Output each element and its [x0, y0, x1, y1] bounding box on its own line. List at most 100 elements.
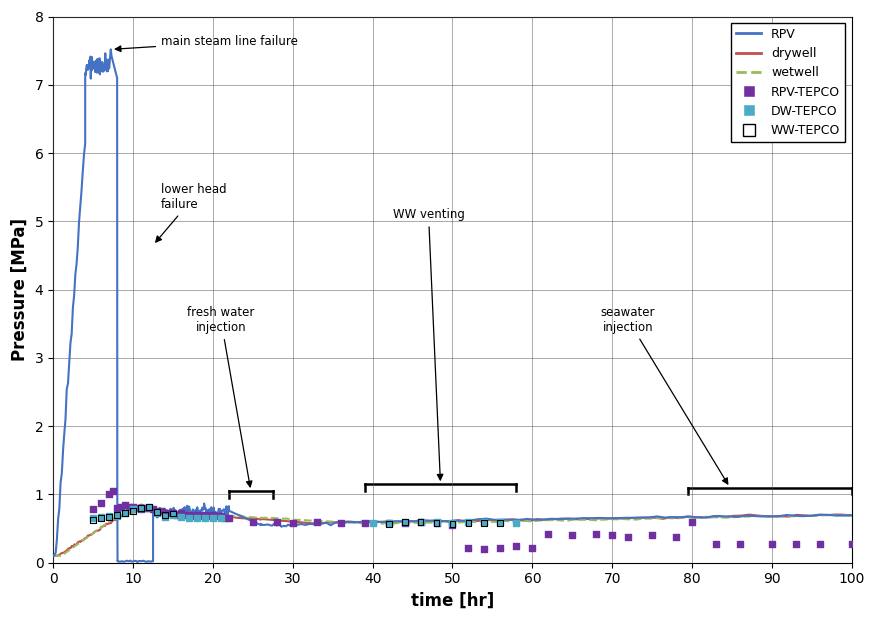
Point [154, 507, 168, 517]
Point [590, 529, 604, 539]
Point [477, 544, 491, 554]
Point [526, 543, 540, 553]
Point [158, 512, 172, 522]
Point [270, 517, 284, 527]
Point [162, 509, 176, 519]
Point [541, 529, 555, 539]
Point [174, 512, 188, 522]
Point [146, 504, 160, 514]
Point [765, 538, 779, 548]
Legend: RPV, drywell, wetwell, RPV-TEPCO, DW-TEPCO, WW-TEPCO: RPV, drywell, wetwell, RPV-TEPCO, DW-TEP… [731, 23, 845, 142]
Point [429, 518, 443, 528]
Point [509, 541, 523, 551]
Point [122, 502, 136, 512]
Point [398, 517, 412, 527]
Point [365, 518, 379, 528]
Point [182, 510, 196, 520]
Point [194, 511, 208, 521]
Point [382, 518, 396, 528]
Point [413, 517, 427, 527]
Point [621, 532, 635, 542]
Point [493, 517, 507, 527]
Point [214, 514, 228, 524]
Point [166, 509, 180, 519]
Point [493, 518, 507, 528]
Point [813, 538, 827, 548]
Point [210, 511, 224, 521]
Text: main steam line failure: main steam line failure [116, 35, 298, 52]
Point [357, 518, 371, 528]
Point [86, 514, 100, 524]
Point [413, 517, 427, 527]
Point [114, 502, 128, 512]
Point [733, 538, 747, 548]
Point [334, 518, 348, 528]
Point [844, 538, 858, 548]
Point [158, 510, 172, 520]
Point [685, 517, 699, 527]
Point [446, 520, 460, 530]
Point [645, 530, 659, 540]
Point [246, 517, 260, 527]
Point [382, 518, 396, 528]
Point [382, 519, 396, 528]
Point [150, 507, 164, 517]
Point [94, 497, 108, 507]
Point [142, 502, 156, 512]
Point [429, 517, 443, 527]
Point [118, 508, 132, 518]
Point [446, 519, 460, 528]
Point [182, 514, 196, 524]
Text: seawater
injection: seawater injection [601, 306, 728, 484]
Point [110, 510, 124, 520]
Point [150, 507, 164, 517]
Point [198, 514, 212, 524]
Point [134, 504, 148, 514]
X-axis label: time [hr]: time [hr] [411, 592, 494, 610]
Point [477, 517, 491, 527]
Text: fresh water
injection: fresh water injection [187, 306, 255, 487]
Point [86, 504, 100, 514]
Point [86, 515, 100, 525]
Point [310, 517, 324, 527]
Point [166, 509, 180, 519]
Point [788, 538, 802, 548]
Point [126, 504, 140, 514]
Point [186, 511, 200, 521]
Point [134, 503, 148, 513]
Point [110, 503, 124, 513]
Point [198, 510, 212, 520]
Point [106, 486, 120, 496]
Point [669, 532, 683, 542]
Point [94, 514, 108, 524]
Point [398, 517, 412, 527]
Point [131, 503, 145, 513]
Point [709, 538, 723, 548]
Point [462, 543, 476, 553]
Point [138, 503, 152, 513]
Point [462, 518, 476, 528]
Point [214, 511, 228, 521]
Point [190, 514, 204, 524]
Point [605, 530, 619, 540]
Point [222, 514, 236, 524]
Point [429, 518, 443, 528]
Point [110, 511, 124, 521]
Point [134, 503, 148, 513]
Point [174, 509, 188, 519]
Point [178, 510, 192, 520]
Point [462, 517, 476, 527]
Point [493, 543, 507, 553]
Point [118, 500, 132, 510]
Y-axis label: Pressure [MPa]: Pressure [MPa] [11, 218, 29, 361]
Point [102, 511, 117, 521]
Point [158, 508, 172, 518]
Point [190, 510, 204, 520]
Point [166, 510, 180, 520]
Point [94, 512, 108, 522]
Point [398, 518, 412, 528]
Point [218, 512, 232, 522]
Text: WW venting: WW venting [392, 209, 464, 480]
Point [142, 503, 156, 513]
Point [102, 489, 117, 499]
